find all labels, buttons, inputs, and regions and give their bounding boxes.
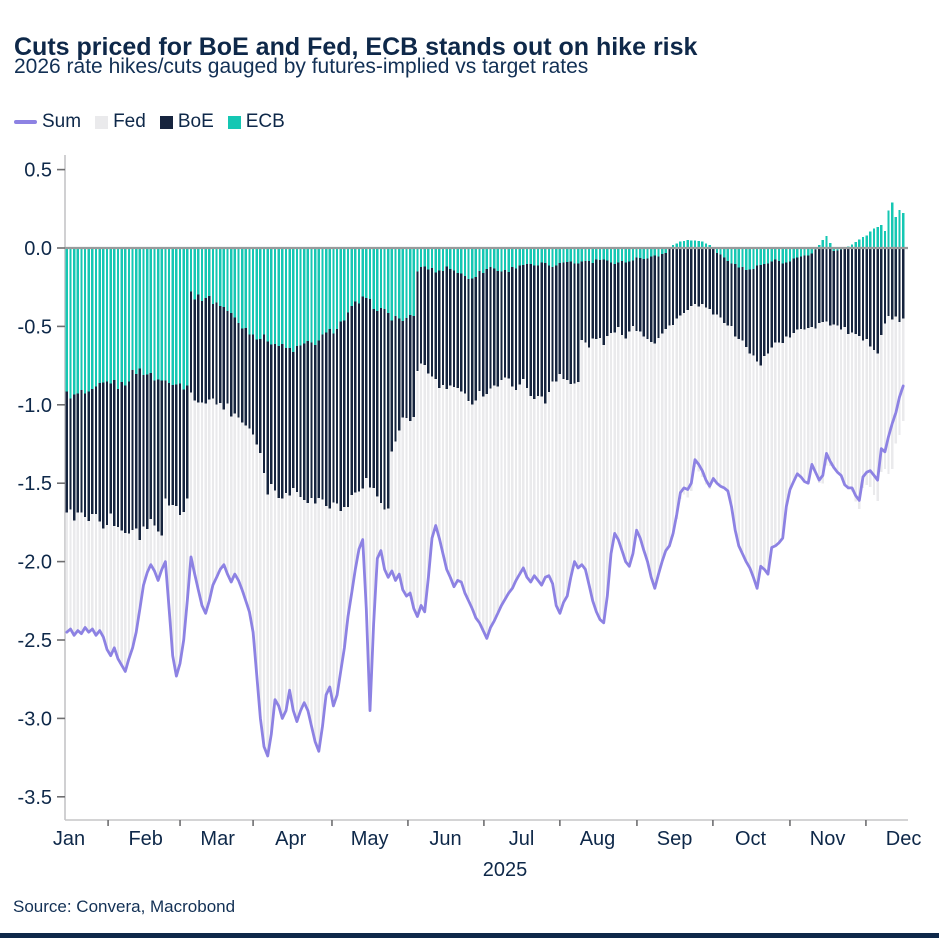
fed-swatch-icon [95, 115, 109, 129]
x-tick-label-feb: Feb [128, 828, 162, 850]
y-tick-label: -2.0 [18, 552, 52, 574]
chart-legend: Sum Fed BoE ECB [14, 111, 299, 133]
legend-label-boe: BoE [177, 111, 214, 132]
legend-item-ecb: ECB [227, 111, 285, 133]
x-tick-label-apr: Apr [275, 828, 306, 850]
y-tick-label: -3.0 [18, 708, 52, 730]
bottom-border-bar [0, 933, 939, 938]
legend-item-sum: Sum [14, 111, 81, 133]
legend-label-sum: Sum [42, 111, 82, 132]
year-label: 2025 [483, 859, 528, 881]
ecb-swatch-icon [227, 115, 241, 129]
x-axis-ticks: Jan Feb Mar Apr May Jun Jul Aug Sep Oct Nov Dec 2025 [53, 820, 921, 881]
x-tick-label-may: May [351, 828, 389, 850]
axes [64, 155, 908, 821]
y-tick-label: 0.5 [24, 160, 52, 182]
x-tick-label-oct: Oct [735, 828, 767, 850]
x-tick-label-jan: Jan [53, 828, 85, 850]
legend-label-ecb: ECB [245, 111, 285, 132]
x-tick-label-mar: Mar [200, 828, 235, 850]
x-tick-label-jun: Jun [429, 828, 461, 850]
boe-swatch-icon [159, 115, 173, 129]
page-title: Cuts priced for BoE and Fed, ECB stands … [14, 32, 698, 61]
y-axis-ticks: 0.5 0.0 -0.5 -1.0 -1.5 -2.0 -2.5 -3.0 -3.5 [18, 160, 65, 809]
sum-line-swatch-icon [14, 120, 37, 124]
x-tick-label-jul: Jul [509, 828, 535, 850]
y-tick-label: -1.0 [18, 395, 52, 417]
chart-subtitle: 2026 rate hikes/cuts gauged by futures-i… [14, 55, 589, 78]
y-tick-label: -2.5 [18, 630, 52, 652]
legend-item-fed: Fed [95, 111, 146, 133]
x-tick-label-aug: Aug [580, 828, 616, 850]
x-tick-label-dec: Dec [886, 828, 922, 850]
y-tick-label: -1.5 [18, 473, 52, 495]
source-note: Source: Convera, Macrobond [13, 897, 236, 916]
legend-item-boe: BoE [159, 111, 214, 133]
legend-label-fed: Fed [113, 111, 146, 132]
x-tick-label-nov: Nov [810, 828, 846, 850]
y-tick-label: -3.5 [18, 787, 52, 809]
ecb-bars [65, 202, 905, 399]
sum-line [65, 384, 905, 758]
boe-bars [65, 248, 905, 540]
y-tick-label: 0.0 [24, 238, 52, 260]
fed-bars [65, 304, 905, 756]
x-tick-label-sep: Sep [657, 828, 693, 850]
y-tick-label: -0.5 [18, 316, 52, 338]
